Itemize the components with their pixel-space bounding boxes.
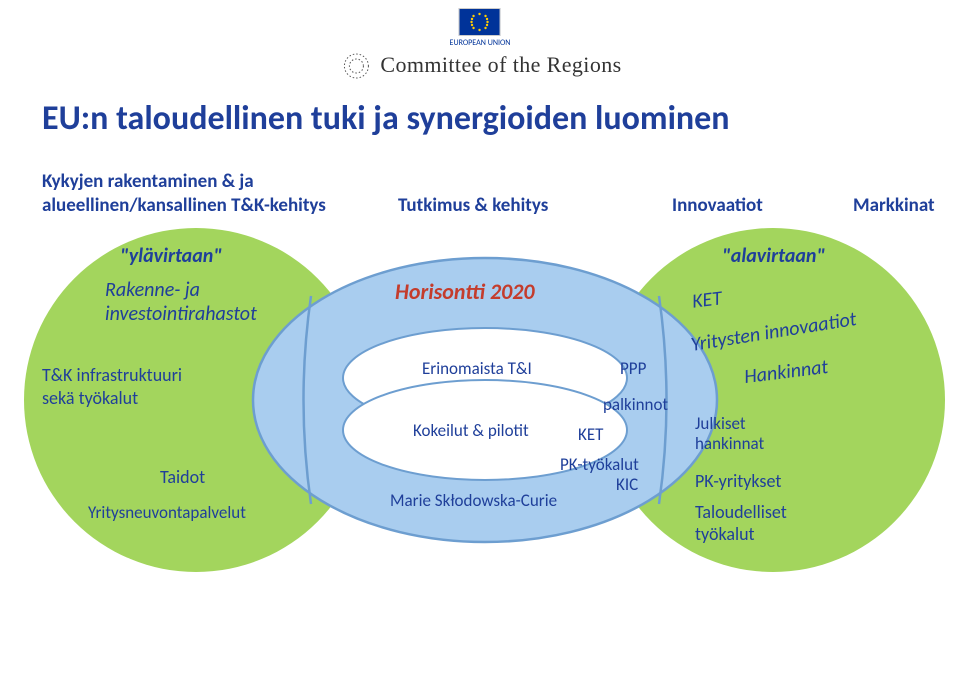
slide-stage: EUROPEAN UNION Committee of the Regions …	[0, 0, 960, 689]
ket-right-label: KET	[691, 286, 724, 313]
ket-mid-label: KET	[578, 424, 603, 445]
h2020-label: Horisontti 2020	[395, 278, 535, 305]
downstream-label: "alavirtaan"	[722, 244, 825, 268]
excellence-label: Erinomaista T&I	[422, 358, 532, 379]
ppp-label: PPP	[620, 358, 646, 379]
infra-label: T&K infrastruktuuri sekä työkalut	[42, 364, 182, 409]
pilots-label: Kokeilut & pilotit	[413, 420, 529, 441]
kic-label: KIC	[616, 474, 638, 495]
upstream-label: "ylävirtaan"	[120, 244, 222, 268]
fin-tools-label: Taloudelliset työkalut	[695, 502, 787, 545]
prizes-label: palkinnot	[603, 394, 668, 415]
venn-diagram	[0, 0, 960, 689]
skills-label: Taidot	[160, 466, 205, 488]
advisory-label: Yritysneuvontapalvelut	[88, 502, 246, 523]
sme-tools-label: PK-työkalut	[560, 454, 639, 475]
smes-label: PK-yritykset	[695, 470, 781, 492]
structure-funds: Rakenne- ja investointirahastot	[105, 278, 257, 326]
msc-label: Marie Skłodowska-Curie	[390, 490, 557, 511]
pub-proc-label: Julkiset hankinnat	[695, 414, 764, 455]
